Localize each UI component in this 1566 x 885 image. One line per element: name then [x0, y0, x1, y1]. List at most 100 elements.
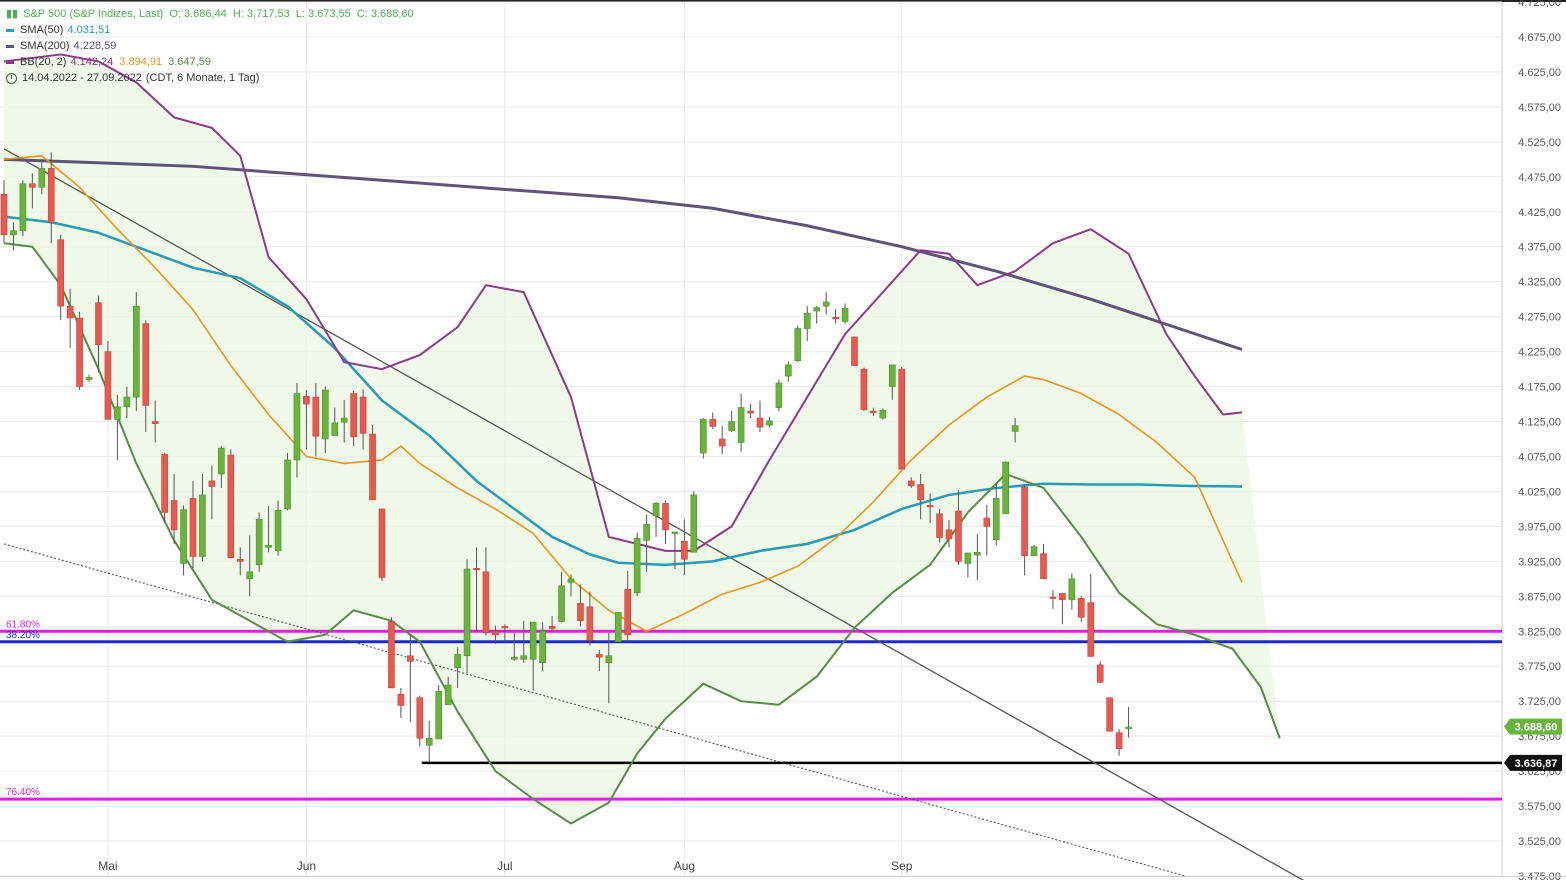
y-tick-label: 3.775,00 — [1518, 661, 1561, 673]
candle-body — [907, 480, 915, 487]
candle-body — [577, 603, 584, 622]
x-tick-label: Jun — [297, 859, 316, 873]
candle-body — [416, 697, 424, 739]
candle-body — [1059, 593, 1066, 601]
candle-body — [0, 193, 8, 236]
candle-body — [95, 302, 102, 345]
candle-body — [1030, 546, 1038, 557]
candle-body — [123, 396, 131, 408]
candle-body — [974, 551, 981, 556]
sma50-value: 4.031,51 — [67, 24, 111, 36]
candle-body — [10, 230, 17, 236]
y-tick-label: 3.475,00 — [1518, 871, 1561, 880]
x-tick-label: Jul — [497, 859, 512, 873]
candle-body — [529, 621, 537, 660]
candle-body — [38, 168, 46, 188]
candle-body — [180, 509, 187, 564]
candle-body — [133, 305, 140, 398]
y-tick-label: 4.725,00 — [1518, 0, 1561, 9]
legend-bb[interactable]: BB(20, 2) 4.142,24 3.894,91 3.647,59 — [6, 54, 414, 70]
candle-body — [1049, 596, 1057, 599]
clock-icon — [6, 72, 17, 84]
y-tick-label: 3.575,00 — [1518, 801, 1561, 813]
y-tick-label: 4.325,00 — [1518, 277, 1561, 289]
bb-swatch — [6, 60, 14, 64]
y-tick-label: 4.625,00 — [1518, 67, 1561, 79]
candle-body — [444, 684, 452, 705]
candle-body — [29, 183, 36, 188]
ohlc-c: C: 3.688,60 — [356, 8, 414, 20]
y-tick-label: 4.575,00 — [1518, 102, 1561, 114]
y-tick-label: 4.425,00 — [1518, 207, 1561, 219]
instrument-title: S&P 500 (S&P Indizes, Last) — [23, 8, 164, 20]
candle-body — [274, 510, 282, 552]
y-tick-label: 3.925,00 — [1518, 556, 1561, 568]
candle-body — [766, 420, 773, 426]
candle-body — [66, 305, 74, 319]
candlestick-icon: ▮▮ — [6, 8, 19, 20]
candle-body — [558, 585, 565, 622]
candle-body — [255, 519, 263, 566]
candle-body — [331, 422, 339, 436]
bb-middle-value: 3.894,91 — [119, 56, 163, 68]
candle-body — [1068, 578, 1076, 601]
candle-body — [699, 419, 707, 454]
candle-body — [964, 552, 972, 564]
candle-body — [151, 421, 159, 424]
ohlc-h: H: 3.717,53 — [232, 8, 290, 20]
candle-body — [879, 410, 887, 419]
candle-body — [1011, 425, 1019, 432]
candle-body — [199, 494, 206, 557]
y-tick-label: 4.225,00 — [1518, 347, 1561, 359]
ohlc-l: L: 3.673,55 — [295, 8, 351, 20]
price-label: 3.636,87 — [1515, 758, 1558, 770]
candle-body — [662, 503, 669, 531]
candle-body — [567, 578, 575, 583]
candle-body — [85, 377, 93, 380]
candle-body — [1115, 732, 1123, 750]
range-dates: 14.04.2022 - 27.09.2022 — [22, 72, 142, 84]
candle-body — [463, 568, 471, 657]
candle-body — [605, 655, 613, 664]
candle-body — [19, 183, 27, 231]
series-bb-lower — [3, 242, 1281, 825]
y-tick-label: 4.275,00 — [1518, 312, 1561, 324]
candle-body — [303, 396, 310, 405]
candle-body — [1087, 602, 1095, 657]
candle-body — [624, 589, 632, 636]
candle-body — [218, 447, 225, 475]
sma50-swatch — [6, 28, 14, 32]
candle-body — [454, 654, 461, 668]
candle-body — [671, 531, 679, 534]
candle-body — [492, 630, 499, 636]
candle-body — [1096, 664, 1104, 683]
candle-body — [794, 328, 802, 361]
candle-body — [388, 621, 395, 689]
y-tick-label: 4.025,00 — [1518, 486, 1561, 498]
trend-line — [3, 543, 1186, 877]
ohlc-values: O: 3.686,44 H: 3.717,53 L: 3.673,55 C: 3.68… — [163, 6, 413, 22]
y-tick-label: 3.525,00 — [1518, 836, 1561, 848]
legend-sma50[interactable]: SMA(50) 4.031,51 — [6, 22, 414, 38]
candle-body — [709, 419, 717, 427]
candle-body — [917, 484, 924, 501]
candle-body — [378, 508, 386, 578]
candle-body — [208, 480, 216, 487]
y-tick-label: 4.525,00 — [1518, 137, 1561, 149]
series-bb-middle — [3, 155, 1243, 633]
candle-body — [340, 417, 348, 423]
candle-body — [350, 393, 357, 438]
candle-body — [397, 693, 405, 706]
ohlc-o: O: 3.686,44 — [169, 8, 227, 20]
candle-body — [813, 307, 821, 312]
candle-body — [539, 630, 546, 664]
legend-title-row: ▮▮ S&P 500 (S&P Indizes, Last) O: 3.686,… — [6, 6, 414, 22]
candle-body — [756, 417, 764, 428]
candle-body — [170, 500, 178, 531]
legend-sma200[interactable]: SMA(200) 4.228,59 — [6, 38, 414, 54]
candle-body — [775, 382, 783, 408]
candle-body — [161, 454, 168, 513]
series-sma200 — [3, 157, 1243, 351]
